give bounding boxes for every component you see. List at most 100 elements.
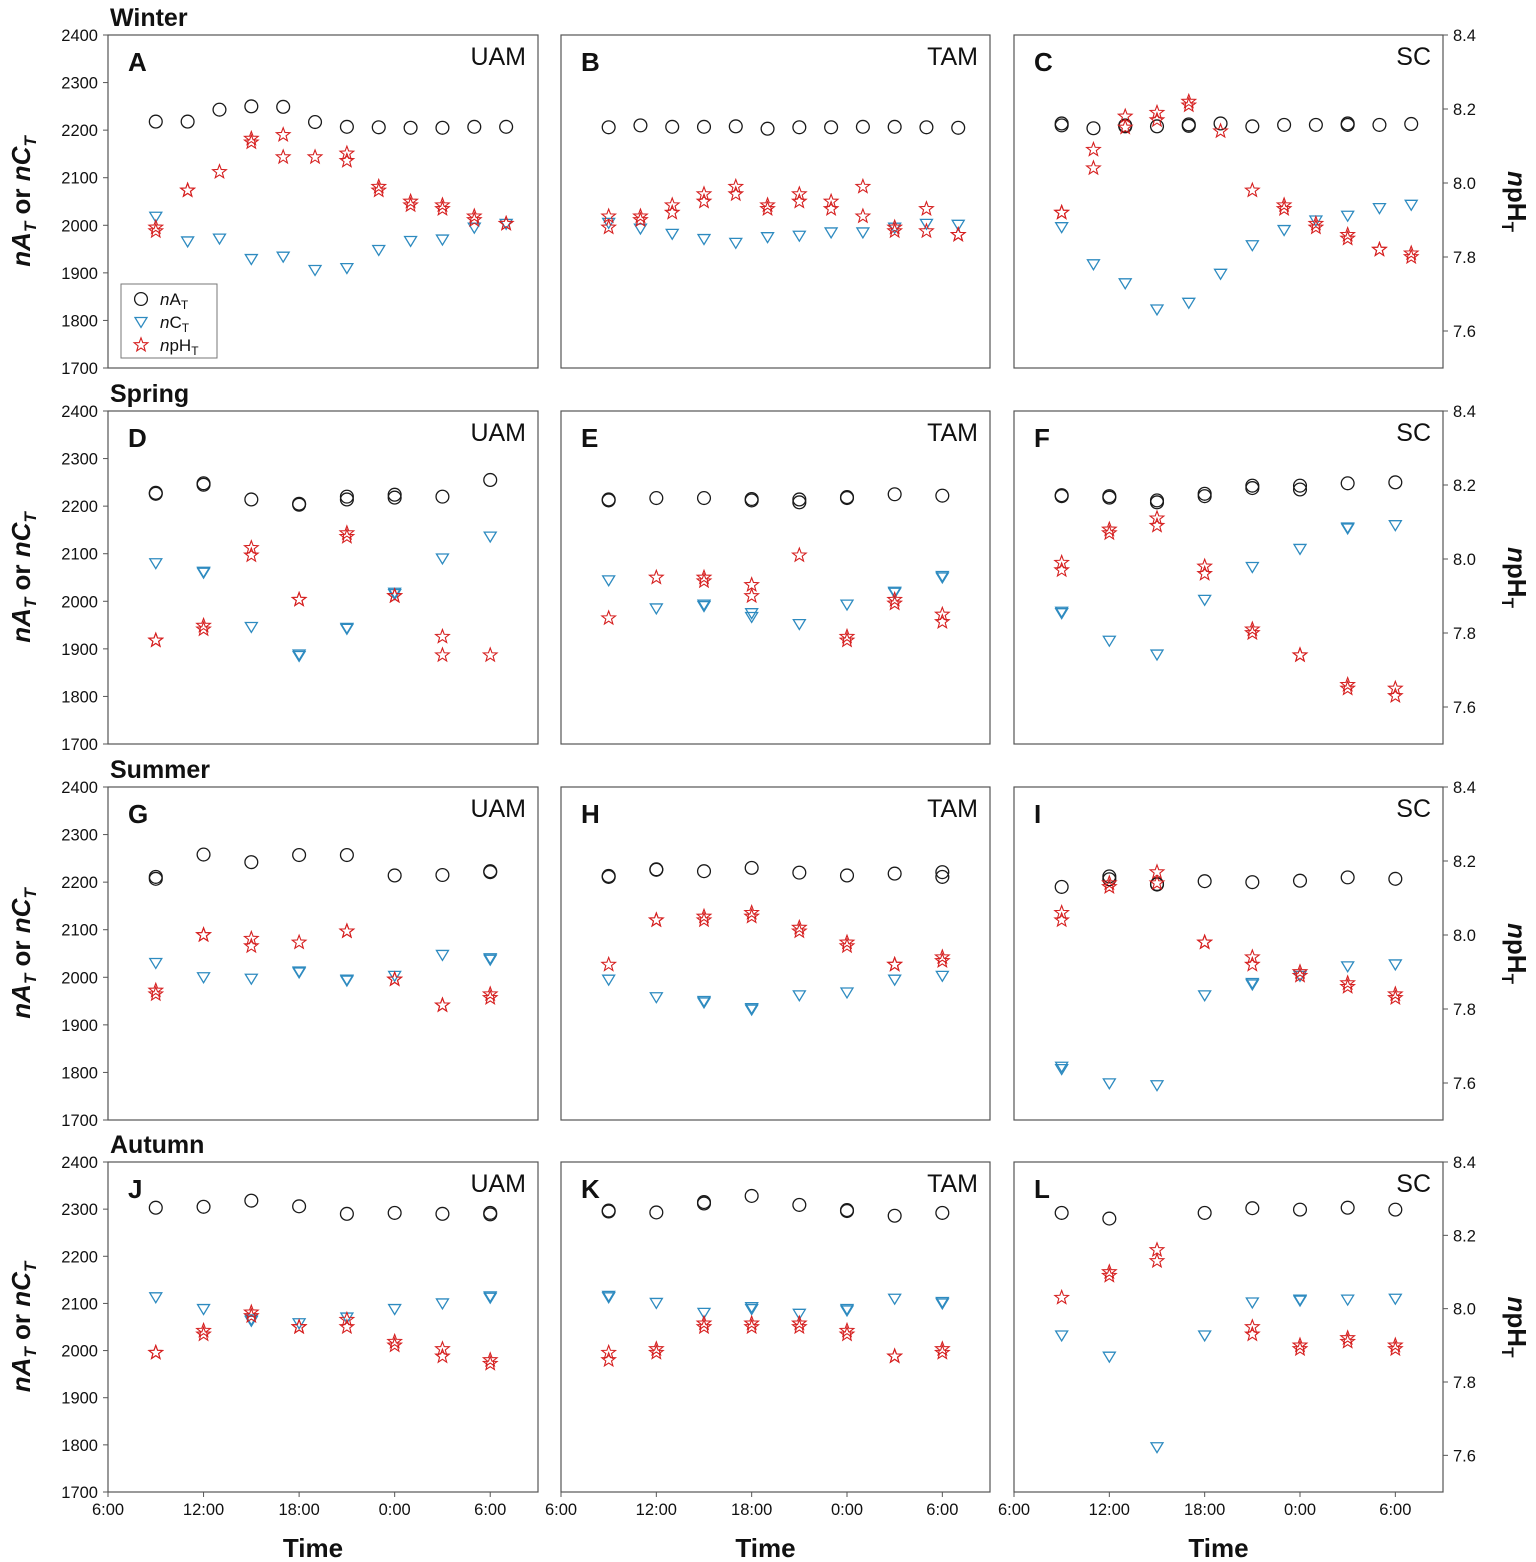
nCT-point (601, 1292, 616, 1304)
npHT-point (838, 631, 856, 648)
npHT-point (1053, 561, 1071, 578)
nAT-point (148, 486, 163, 501)
npHT-point (600, 609, 618, 626)
nCT-point (839, 1303, 855, 1316)
nCT-point (792, 1308, 807, 1321)
panel-E: E TAM (560, 410, 991, 745)
nCT-point (1404, 199, 1419, 212)
npHT-point (790, 1314, 808, 1331)
nCT-point (792, 230, 807, 243)
x-tick-label: 12:00 (1089, 1501, 1130, 1519)
npHT-point (854, 177, 872, 194)
y-left-tick-label: 2300 (61, 451, 98, 469)
nAT-point (744, 493, 759, 508)
nAT-point (728, 119, 743, 134)
npHT-point (386, 1336, 404, 1353)
npHT-point (147, 985, 165, 1002)
npHT-point (1148, 516, 1166, 533)
y-left-tick-label: 2200 (61, 1248, 98, 1266)
x-tick-label: 12:00 (636, 1501, 677, 1519)
nCT-point (244, 973, 259, 986)
nCT-point (1245, 1297, 1260, 1310)
npHT-point (1196, 933, 1214, 950)
nCT-point (1102, 635, 1117, 648)
x-tick-label: 6:00 (1379, 1501, 1411, 1519)
nCT-point (483, 1292, 498, 1305)
nAT-point (744, 1188, 759, 1203)
nAT-point (792, 120, 807, 135)
npHT-point (695, 192, 713, 209)
y-left-tick-label: 1900 (61, 265, 98, 283)
nAT-point (601, 869, 616, 884)
nAT-point (1340, 476, 1355, 491)
nAT-point (435, 120, 450, 135)
nCT-point (744, 1004, 759, 1017)
nCT-point (1054, 1063, 1069, 1076)
y-left-tick-label: 2200 (61, 874, 98, 892)
nAT-point (483, 472, 498, 488)
npHT-point (1275, 196, 1293, 213)
y-right-tick-label: 8.0 (1453, 927, 1476, 945)
nCT-point (339, 262, 355, 275)
npHT-point (1243, 948, 1261, 965)
nCT-point (696, 233, 712, 246)
nAT-point (435, 867, 450, 883)
nCT-point (935, 570, 950, 583)
npHT-point (338, 922, 356, 939)
npHT-point (886, 1347, 904, 1364)
x-tick-label: 6:00 (998, 1501, 1030, 1519)
panel-frame (1013, 1161, 1444, 1493)
nCT-point (935, 572, 950, 585)
panel-letter: D (128, 423, 147, 453)
nCT-point (1197, 1330, 1212, 1343)
panel-frame (107, 1161, 539, 1493)
npHT-point (695, 568, 713, 585)
nCT-point (196, 1303, 211, 1316)
npHT-point (1339, 1329, 1357, 1346)
nCT-point (601, 1290, 616, 1303)
npHT-point (370, 177, 388, 194)
nAT-point (148, 1200, 163, 1215)
nCT-point (1340, 961, 1355, 973)
npHT-point (918, 200, 935, 217)
nAT-point (1308, 117, 1323, 132)
nAT-point (339, 119, 354, 134)
nCT-point (307, 264, 323, 277)
site-label: SC (1396, 43, 1431, 71)
npHT-point (600, 1351, 618, 1368)
nAT-point (887, 119, 902, 134)
nAT-point (1277, 117, 1292, 132)
y-left-label: nAT or nCT (6, 1260, 40, 1392)
npHT-point (1386, 1340, 1404, 1357)
legend-nAT-label: nAT (160, 290, 189, 312)
nAT-point (1292, 482, 1308, 497)
nCT-point (148, 558, 163, 570)
panel-letter: I (1034, 799, 1041, 829)
nCT-point (696, 997, 712, 1010)
npHT-point (1402, 248, 1420, 265)
npHT-point (1402, 244, 1420, 261)
nCT-point (887, 587, 902, 600)
nAT-point (1245, 875, 1260, 890)
npHT-point (242, 546, 260, 563)
y-right-tick-label: 8.4 (1453, 1154, 1476, 1172)
npHT-point (386, 1332, 404, 1349)
npHT-point (386, 587, 404, 604)
nCT-point (1292, 543, 1308, 556)
nAT-point (244, 1193, 259, 1208)
nAT-point (1102, 490, 1117, 505)
x-tick-label: 18:00 (278, 1501, 319, 1519)
nCT-point (919, 218, 934, 231)
panel-frame (560, 410, 991, 745)
npHT-point (1148, 103, 1166, 120)
nCT-point (1149, 1442, 1165, 1454)
panel-frame (1013, 410, 1444, 745)
panel-F: F SC (1013, 410, 1444, 745)
x-tick-label: 12:00 (183, 1501, 224, 1519)
nCT-point (180, 236, 195, 249)
nAT-point (1388, 1202, 1403, 1217)
season-title: Winter (110, 4, 188, 32)
npHT-point (838, 1321, 856, 1338)
y-right-tick-label: 7.6 (1453, 699, 1476, 717)
nAT-point (935, 488, 950, 503)
